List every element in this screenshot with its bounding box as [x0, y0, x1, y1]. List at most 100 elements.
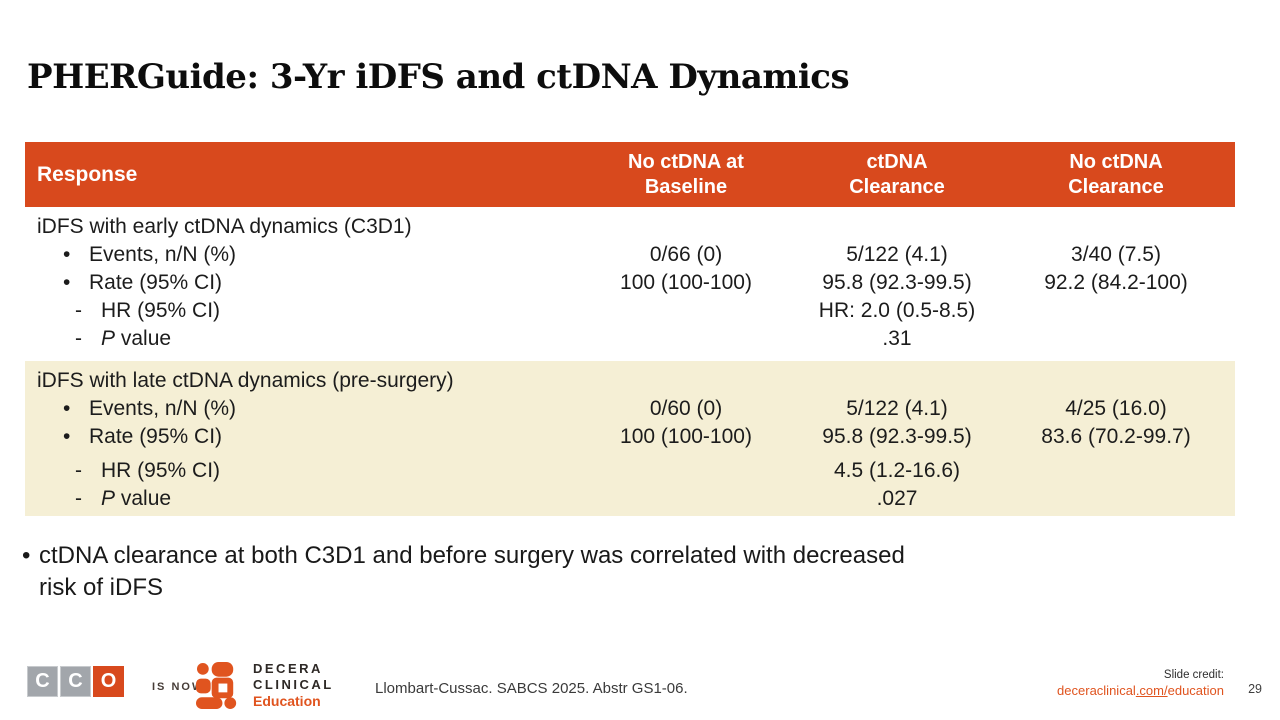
cco-logo-letter: C [60, 666, 91, 697]
table-cell [575, 485, 797, 513]
header-cell-response: Response [37, 162, 138, 186]
slide-credit-label: Slide credit: [1163, 669, 1224, 681]
row-label-text: Rate (95% CI) [89, 425, 223, 448]
slide-credit: Slide credit: deceraclinical.com/educati… [1057, 667, 1224, 699]
table-cell: 92.2 (84.2-100) [1044, 271, 1188, 294]
table-cell [575, 325, 797, 353]
is-now-label: IS NOW [152, 681, 205, 693]
row-label-text: P value [101, 327, 172, 350]
bullet-glyph: • [63, 397, 71, 420]
row-label: • Events, n/N (%) [25, 395, 575, 423]
table-row: • Events, n/N (%) 0/66 (0) 5/122 (4.1) 3/40 … [25, 241, 1235, 269]
link-part: education [1167, 683, 1224, 698]
row-label: iDFS with late ctDNA dynamics (pre-surge… [25, 367, 575, 395]
bullet-glyph: • [63, 243, 71, 266]
decera-logo: DECERA CLINICAL Education [196, 661, 334, 709]
table-row: iDFS with late ctDNA dynamics (pre-surge… [25, 367, 1235, 395]
row-group-late-dynamics: iDFS with late ctDNA dynamics (pre-surge… [25, 361, 1235, 516]
decera-logo-icon [196, 661, 237, 709]
table-cell: 5/122 (4.1) [846, 397, 948, 420]
table-cell: 5/122 (4.1) [846, 243, 948, 266]
header-line: Clearance [1068, 175, 1164, 198]
slide-credit-link[interactable]: deceraclinical.com/education [1057, 683, 1224, 698]
header-cell-no-ctdna-clearance: No ctDNA Clearance [997, 150, 1235, 200]
table-cell: 95.8 (92.3-99.5) [822, 271, 972, 294]
table-row: • Rate (95% CI) 100 (100-100) 95.8 (92.3-99… [25, 423, 1235, 451]
table-cell [997, 213, 1235, 241]
table-cell [997, 297, 1235, 325]
header-line: Baseline [644, 175, 728, 198]
table-header-row: Response No ctDNA at Baseline ctDNA Clea… [25, 142, 1235, 207]
cco-logo-letter: C [27, 666, 58, 697]
bullet-glyph: • [63, 271, 71, 294]
decera-word: DECERA [253, 661, 323, 676]
row-label: - HR (95% CI) [25, 457, 575, 485]
table-cell: 95.8 (92.3-99.5) [822, 425, 972, 448]
takeaway-line: • ctDNA clearance at both C3D1 and before… [22, 540, 905, 572]
table-cell [797, 213, 997, 241]
header-line: ctDNA [866, 150, 928, 173]
header-line: No ctDNA at [628, 150, 744, 173]
table-cell [797, 367, 997, 395]
row-label-text: HR (95% CI) [101, 299, 221, 322]
table-cell: 100 (100-100) [620, 271, 752, 294]
row-label: -P value [25, 325, 575, 353]
table-cell: HR: 2.0 (0.5-8.5) [818, 299, 976, 322]
takeaway-bullet: • ctDNA clearance at both C3D1 and before… [22, 540, 905, 604]
cco-logo: C C O [27, 666, 124, 697]
row-label: iDFS with early ctDNA dynamics (C3D1) [25, 213, 575, 241]
row-label-text: Events, n/N (%) [89, 243, 237, 266]
table-row: - HR (95% CI) 4.5 (1.2-16.6) [25, 457, 1235, 485]
decera-word: CLINICAL [253, 677, 334, 692]
table-cell [997, 485, 1235, 513]
row-label: • Events, n/N (%) [25, 241, 575, 269]
header-cell-no-ctdna-baseline: No ctDNA at Baseline [575, 150, 797, 200]
link-part: deceraclinical [1057, 683, 1136, 698]
table-cell: 3/40 (7.5) [1071, 243, 1161, 266]
cco-logo-letter: O [93, 666, 124, 697]
row-label-text: iDFS with late ctDNA dynamics (pre-surge… [37, 369, 454, 392]
decera-logo-text: DECERA CLINICAL Education [253, 661, 334, 709]
row-label-text: Events, n/N (%) [89, 397, 237, 420]
table-cell: 100 (100-100) [620, 425, 752, 448]
table-cell: 4.5 (1.2-16.6) [833, 459, 961, 482]
table-cell [997, 457, 1235, 485]
table-cell: 83.6 (70.2-99.7) [1041, 425, 1191, 448]
row-label: • Rate (95% CI) [25, 423, 575, 451]
table-row: • Rate (95% CI) 100 (100-100) 95.8 (92.3-99… [25, 269, 1235, 297]
row-label: -P value [25, 485, 575, 513]
citation: Llombart-Cussac. SABCS 2025. Abstr GS1-0… [375, 680, 688, 697]
table-cell [997, 367, 1235, 395]
bullet-glyph: • [63, 425, 71, 448]
page-title: PHERGuide: 3-Yr iDFS and ctDNA Dynamics [27, 57, 850, 97]
decera-education-word: Education [253, 693, 321, 709]
row-label: - HR (95% CI) [25, 297, 575, 325]
bullet-glyph: • [22, 542, 31, 569]
row-label-text: Rate (95% CI) [89, 271, 223, 294]
table-row: -P value .027 [25, 485, 1235, 513]
table-cell [575, 367, 797, 395]
row-label-text: HR (95% CI) [101, 459, 221, 482]
bullet-glyph: - [75, 327, 82, 350]
table-cell: .31 [882, 327, 912, 350]
idfs-table: Response No ctDNA at Baseline ctDNA Clea… [25, 142, 1235, 516]
table-cell [575, 213, 797, 241]
link-part: .com/ [1135, 683, 1168, 698]
table-row: -P value .31 [25, 325, 1235, 353]
table-cell: 0/66 (0) [649, 243, 723, 266]
row-label-text: iDFS with early ctDNA dynamics (C3D1) [37, 215, 412, 238]
table-cell: 4/25 (16.0) [1065, 397, 1167, 420]
table-row: • Events, n/N (%) 0/60 (0) 5/122 (4.1) 4/25 … [25, 395, 1235, 423]
table-cell: .027 [876, 487, 918, 510]
row-label: • Rate (95% CI) [25, 269, 575, 297]
bullet-glyph: - [75, 459, 82, 482]
header-line: Clearance [849, 175, 945, 198]
table-cell [575, 457, 797, 485]
page-number: 29 [1248, 682, 1262, 696]
takeaway-line: risk of iDFS [39, 574, 164, 601]
table-cell [575, 297, 797, 325]
table-row: iDFS with early ctDNA dynamics (C3D1) [25, 213, 1235, 241]
header-cell-ctdna-clearance: ctDNA Clearance [797, 150, 997, 200]
header-line: No ctDNA [1069, 150, 1163, 173]
table-cell [997, 325, 1235, 353]
